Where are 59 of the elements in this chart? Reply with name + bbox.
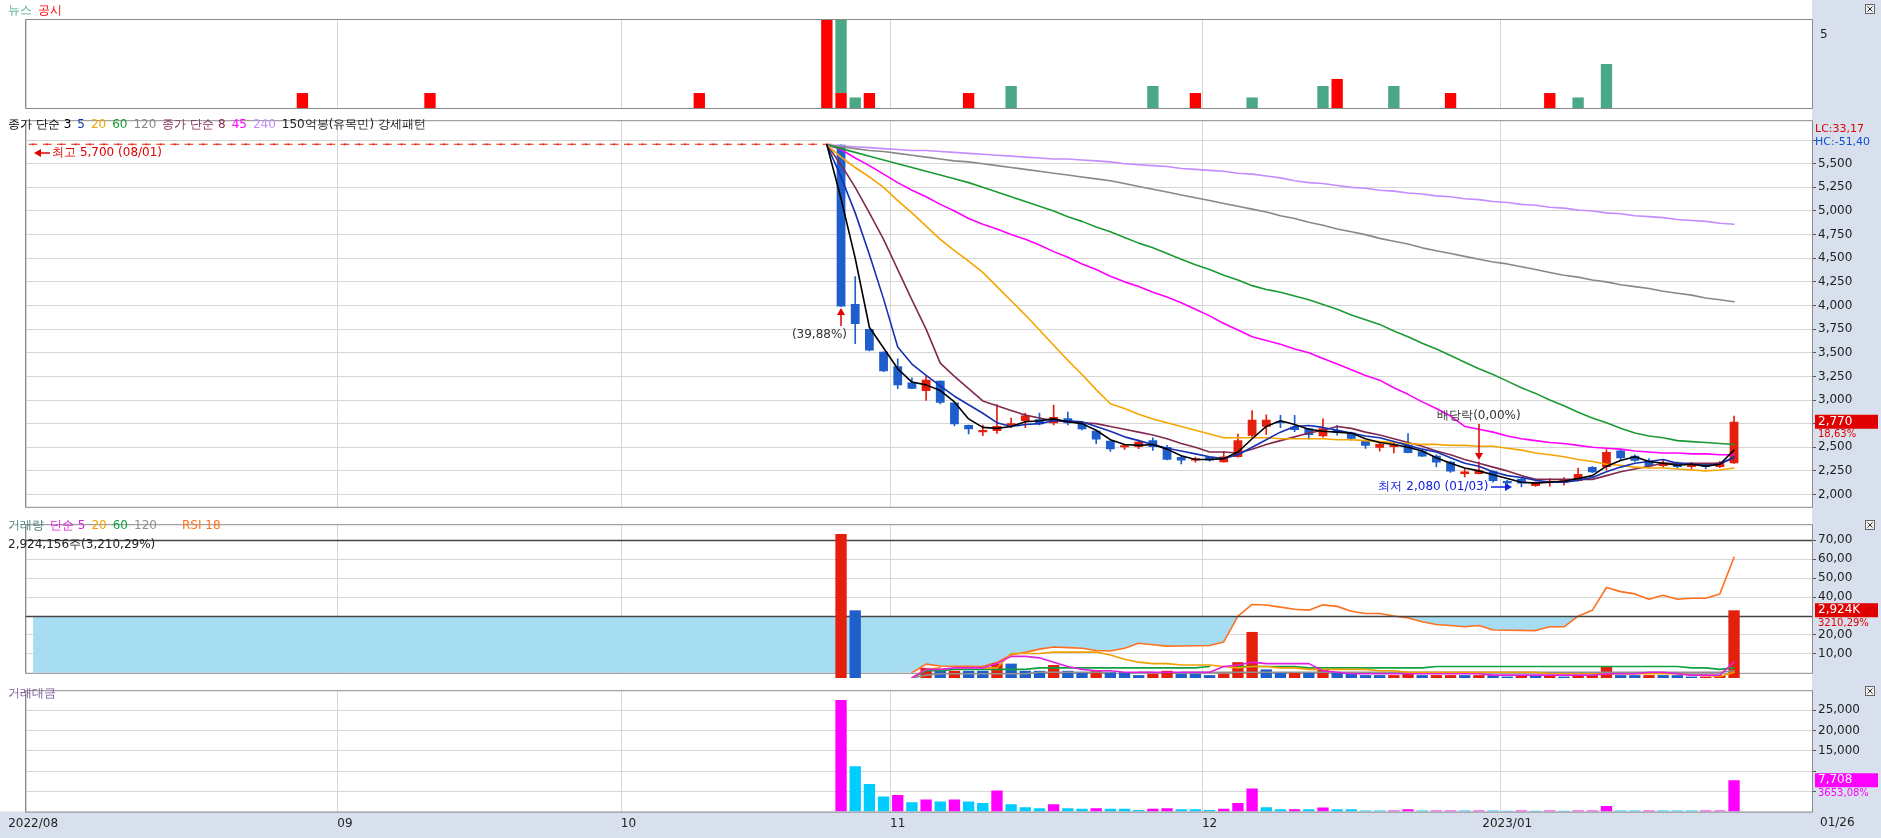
x-tick-label: 10 bbox=[620, 815, 637, 830]
text: 01/26 bbox=[1820, 814, 1855, 829]
x-tick-label: 2023/01 bbox=[1482, 815, 1533, 830]
text: 종가 단순 8 bbox=[162, 117, 226, 131]
y-tick-label: 2,250 bbox=[1818, 463, 1853, 478]
text: 단순 5 bbox=[50, 518, 86, 532]
text: 45 bbox=[231, 117, 247, 131]
text: 종가 단순 3 bbox=[8, 117, 72, 131]
y-tick-label: 25,000 bbox=[1818, 702, 1860, 717]
x-tick-label: 11 bbox=[890, 815, 906, 830]
legend-title: 거래량 bbox=[8, 518, 44, 532]
y-tick-label: 15,000 bbox=[1818, 742, 1860, 757]
y-tick-label: 4,250 bbox=[1818, 273, 1853, 288]
y-tick-label: 4,750 bbox=[1818, 226, 1853, 241]
text: HC:-51,40 bbox=[1815, 134, 1871, 148]
text: 60 bbox=[112, 117, 128, 131]
y-tick-label: 3,500 bbox=[1818, 344, 1853, 359]
annotation: 최저 2,080 (01/03) bbox=[1378, 479, 1489, 494]
y-tick-label: 20,000 bbox=[1818, 722, 1860, 737]
x-tick-label: 12 bbox=[1201, 815, 1218, 830]
y-tick-label: 60,00 bbox=[1818, 551, 1853, 566]
y-tick-label: 5,000 bbox=[1818, 203, 1853, 218]
x-tick-label: 2022/08 bbox=[8, 815, 59, 830]
annotation: 150억봉(유목민) 강세패턴 bbox=[281, 117, 426, 131]
text: 뉴스 bbox=[8, 3, 32, 17]
annotation: 최고 5,700 (08/01) bbox=[52, 144, 163, 159]
text: 60 bbox=[112, 518, 129, 532]
text: 2,770 bbox=[1818, 413, 1853, 428]
text: 공시 bbox=[38, 3, 62, 17]
y-tick-label: 50,00 bbox=[1818, 570, 1853, 585]
text: 3653,08% bbox=[1818, 786, 1869, 798]
y-tick-label: 5,250 bbox=[1818, 179, 1853, 194]
y-tick-label: 3,750 bbox=[1818, 321, 1853, 336]
text: 18,63% bbox=[1818, 428, 1857, 440]
text: 3210,29% bbox=[1818, 616, 1869, 628]
y-tick-label: 20,00 bbox=[1818, 627, 1853, 642]
text: 20 bbox=[91, 518, 107, 532]
y-tick-label: 10,00 bbox=[1818, 646, 1853, 660]
text: 5 bbox=[77, 117, 85, 131]
text: 7,708 bbox=[1818, 772, 1853, 787]
y-tick-label: 3,000 bbox=[1818, 392, 1853, 407]
x-tick-label: 09 bbox=[337, 815, 353, 830]
text: LC:33,17 bbox=[1815, 121, 1865, 135]
text: 2,924K bbox=[1818, 602, 1862, 617]
y-tick-label: 70,00 bbox=[1818, 532, 1853, 547]
text: 5 bbox=[1820, 27, 1828, 42]
text: 240 bbox=[252, 117, 276, 131]
y-tick-label: 40,00 bbox=[1818, 589, 1853, 604]
annotation: (39,88%) bbox=[791, 326, 848, 341]
y-tick-label: 3,250 bbox=[1818, 368, 1853, 383]
text: 20 bbox=[90, 117, 107, 131]
annotation: 2,924,156주(3,210,29%) bbox=[8, 537, 157, 552]
y-tick-label: 4,500 bbox=[1818, 250, 1853, 265]
y-tick-label: 2,500 bbox=[1818, 439, 1853, 454]
y-tick-label: 2,000 bbox=[1818, 486, 1853, 501]
y-tick-label: 4,000 bbox=[1818, 297, 1853, 312]
y-tick-label: 5,500 bbox=[1818, 155, 1853, 170]
text: RSI 18 bbox=[182, 518, 221, 532]
text: 120 bbox=[133, 117, 157, 131]
